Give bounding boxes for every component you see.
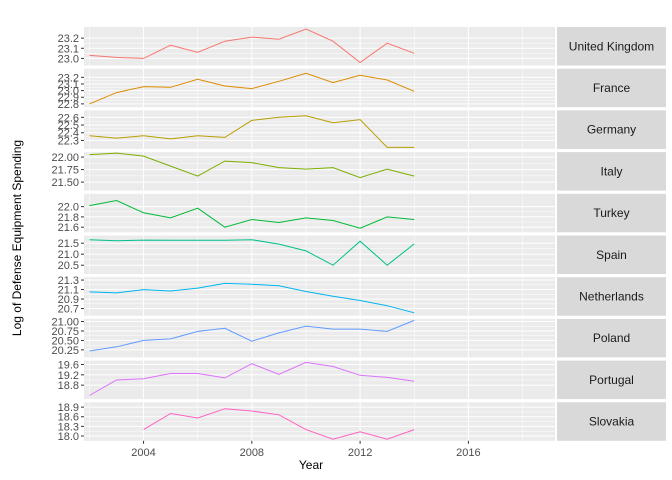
series-line — [89, 199, 415, 229]
panel-background — [84, 68, 555, 108]
y-tick-label: 21.3 — [58, 275, 79, 287]
facet-panel: 20.521.021.5 Spain — [58, 235, 666, 274]
panel-background — [84, 110, 555, 149]
y-tick-label: 22.00 — [51, 152, 79, 164]
y-tick-label: 22.4 — [58, 128, 79, 140]
y-axis-title: Log of Defense Equipment Spending — [10, 140, 24, 336]
y-tick-label: 20.50 — [51, 335, 79, 347]
facet-strip — [557, 68, 666, 108]
facet-strip-label: France — [593, 81, 631, 95]
y-tick-label: 22.3 — [58, 135, 79, 147]
y-tick-label: 22.0 — [58, 202, 79, 214]
y-tick-label: 20.9 — [58, 294, 79, 306]
y-tick-label: 20.7 — [58, 304, 79, 316]
y-tick-label: 22.6 — [58, 112, 79, 124]
facet-strip-label: Germany — [587, 123, 636, 137]
panel-background — [84, 235, 555, 274]
x-tick-label: 2004 — [131, 447, 155, 459]
facet-panel: 23.023.123.2 United Kingdom — [58, 27, 666, 66]
facet-strip-label: Italy — [600, 164, 622, 178]
x-tick-label: 2016 — [456, 447, 480, 459]
y-tick-label: 22.8 — [58, 99, 79, 111]
y-tick-label: 20.25 — [51, 345, 79, 357]
y-tick-label: 21.00 — [51, 317, 79, 329]
panel-background — [84, 27, 555, 66]
y-tick-label: 22.5 — [58, 120, 79, 132]
facet-strip — [557, 27, 666, 66]
facet-strip-label: Portugal — [589, 373, 634, 387]
facet-strip — [557, 360, 666, 400]
y-tick-label: 23.1 — [58, 43, 79, 55]
facet-strip — [557, 402, 666, 441]
series-line — [89, 239, 415, 266]
x-tick-label: 2008 — [240, 447, 264, 459]
y-tick-label: 18.6 — [58, 412, 79, 424]
facet-panel: 18.819.219.6 Portugal — [58, 359, 666, 400]
y-tick-label: 21.1 — [58, 285, 79, 297]
y-tick-label: 18.9 — [58, 402, 79, 414]
y-tick-label: 19.6 — [58, 359, 79, 371]
facet-strip — [557, 318, 666, 358]
y-tick-label: 23.0 — [58, 86, 79, 98]
facet-panel: 22.822.923.023.123.2 France — [58, 68, 666, 111]
facet-panel: 21.621.822.0 Turkey — [58, 193, 666, 234]
y-tick-label: 21.8 — [58, 212, 79, 224]
y-tick-label: 21.0 — [58, 249, 79, 261]
y-tick-label: 20.75 — [51, 326, 79, 338]
y-tick-label: 21.75 — [51, 165, 79, 177]
facet-panel: 20.720.921.121.3 Netherlands — [58, 275, 666, 316]
y-tick-label: 23.2 — [58, 72, 79, 84]
facet-strip-label: Poland — [593, 331, 630, 345]
facet-strip — [557, 152, 666, 191]
facet-strip — [557, 277, 666, 316]
series-line — [89, 282, 415, 314]
y-tick-label: 23.2 — [58, 33, 79, 45]
facet-panel: 22.322.422.522.6 Germany — [58, 110, 666, 149]
facet-strip — [557, 193, 666, 233]
series-line — [89, 319, 415, 352]
x-axis: 2004 2008 2012 2016 — [131, 440, 481, 459]
series-line — [143, 408, 415, 440]
panel-background — [84, 152, 555, 191]
facet-strip-label: Slovakia — [589, 415, 635, 429]
x-tick-label: 2012 — [348, 447, 372, 459]
y-tick-label: 18.8 — [58, 380, 79, 392]
series-line — [89, 28, 415, 64]
facet-strip-label: United Kingdom — [569, 39, 654, 53]
facet-strip — [557, 110, 666, 149]
y-tick-label: 18.3 — [58, 421, 79, 433]
y-tick-label: 23.0 — [58, 53, 79, 65]
y-tick-label: 21.50 — [51, 177, 79, 189]
facet-panel: 18.018.318.618.9 Slovakia — [58, 402, 666, 443]
y-tick-label: 18.0 — [58, 431, 79, 443]
y-tick-label: 19.2 — [58, 370, 79, 382]
facet-strip-label: Netherlands — [579, 289, 644, 303]
series-line — [89, 152, 415, 179]
y-tick-label: 21.5 — [58, 238, 79, 250]
y-tick-label: 20.5 — [58, 260, 79, 272]
panel-background — [84, 193, 555, 233]
panel-background — [84, 318, 555, 358]
x-axis-title: Year — [299, 458, 323, 472]
y-tick-label: 23.1 — [58, 79, 79, 91]
facet-strip-label: Spain — [596, 248, 627, 262]
y-tick-label: 22.9 — [58, 92, 79, 104]
panel-background — [84, 277, 555, 316]
facet-strip-label: Turkey — [593, 206, 629, 220]
series-line — [89, 361, 415, 396]
series-line — [89, 115, 415, 148]
series-line — [89, 72, 415, 105]
y-tick-label: 21.6 — [58, 222, 79, 234]
facet-strip — [557, 235, 666, 274]
